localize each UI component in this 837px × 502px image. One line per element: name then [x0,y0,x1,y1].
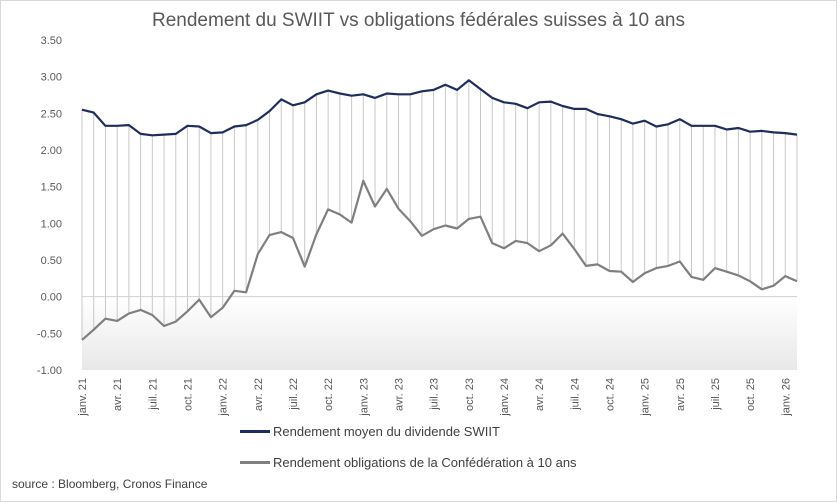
y-tick-label: 1.50 [41,182,62,194]
x-tick-label: oct. 22 [323,378,335,411]
legend-label-swiit: Rendement moyen du dividende SWIIT [273,424,500,439]
y-tick-label: 2.50 [41,108,62,120]
y-tick-label: -0.50 [37,328,62,340]
x-tick-label: janv. 26 [780,378,792,417]
x-tick-label: janv. 24 [499,378,511,417]
y-tick-label: -1.00 [37,365,62,377]
x-axis: janv. 21 avr. 21 juil. 21 oct. 21 janv. 22 av… [77,378,792,417]
y-tick-label: 0.50 [41,255,62,267]
negative-zone-shade [82,296,797,370]
x-tick-label: juil. 21 [147,378,159,411]
x-tick-label: juil. 23 [429,378,441,411]
x-tick-label: janv. 23 [358,378,370,417]
series-lines [81,79,798,341]
legend-swatch-bonds [240,461,270,464]
y-tick-label: 3.00 [41,72,62,84]
x-tick-label: janv. 22 [218,378,230,417]
x-tick-label: oct. 25 [745,378,757,411]
legend-item-swiit: Rendement moyen du dividende SWIIT [240,424,500,439]
x-tick-label: oct. 23 [464,378,476,411]
x-tick-label: oct. 21 [182,378,194,411]
x-tick-label: juil. 25 [710,378,722,411]
y-tick-label: 3.50 [41,35,62,47]
drop-lines [81,80,798,340]
y-tick-label: 1.00 [41,218,62,230]
x-tick-label: avr. 25 [675,378,687,411]
source-note: source : Bloomberg, Cronos Finance [12,477,208,491]
x-tick-label: avr. 21 [112,378,124,411]
x-tick-label: avr. 23 [393,378,405,411]
y-tick-label: 2.00 [41,145,62,157]
x-tick-label: avr. 24 [534,378,546,411]
x-tick-label: juil. 22 [288,378,300,411]
x-tick-label: oct. 24 [604,378,616,411]
y-axis: 3.50 3.00 2.50 2.00 1.50 1.00 0.50 0.00 -0.50 -1.… [37,35,62,377]
chart-title: Rendement du SWIIT vs obligations fédéra… [152,10,685,31]
series-line-swiit [81,79,798,137]
x-tick-label: janv. 25 [640,378,652,417]
legend-item-bonds: Rendement obligations de la Confédératio… [240,455,577,470]
series-line-bonds [81,179,798,341]
x-tick-label: janv. 21 [77,378,89,417]
legend-label-bonds: Rendement obligations de la Confédératio… [273,455,577,470]
y-tick-label: 0.00 [41,292,62,304]
x-tick-label: avr. 22 [253,378,265,411]
legend-swatch-swiit [240,430,270,433]
x-tick-label: juil. 24 [569,378,581,411]
